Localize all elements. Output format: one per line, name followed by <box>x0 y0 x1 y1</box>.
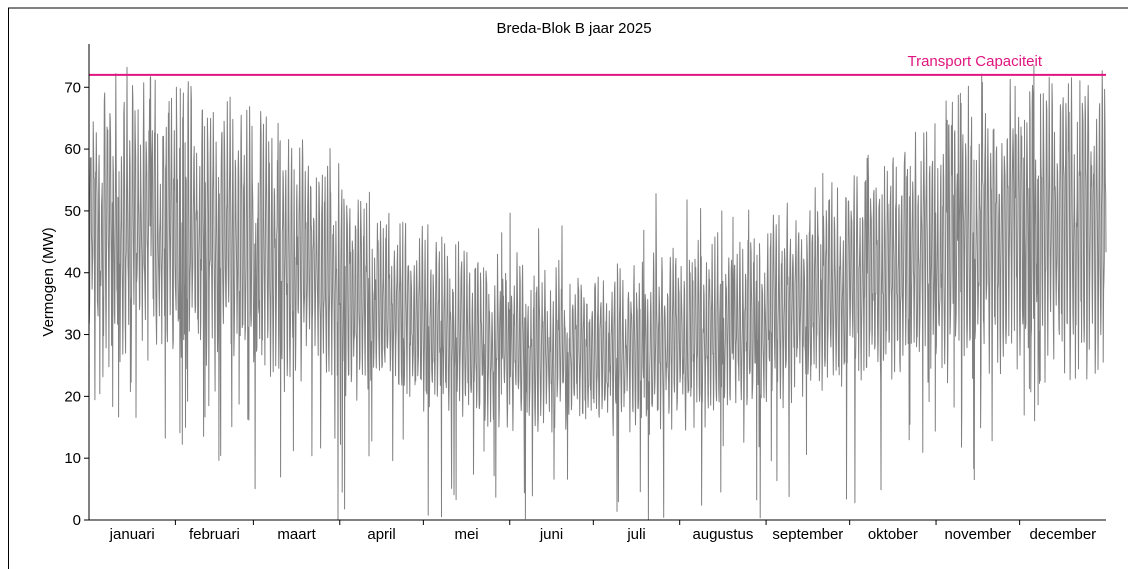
y-ticks: 0 10 20 30 40 50 60 70 <box>64 79 89 529</box>
y-tick-label: 50 <box>64 203 81 220</box>
series-layer <box>88 65 1107 521</box>
x-tick-label: november <box>944 526 1011 543</box>
x-tick-label: september <box>772 526 843 543</box>
x-tick-label: mei <box>454 526 478 543</box>
x-tick-label: oktober <box>868 526 918 543</box>
x-tick-label: februari <box>189 526 240 543</box>
annotation-layer: Transport Capaciteit <box>89 53 1106 76</box>
y-tick-label: 20 <box>64 388 81 405</box>
y-tick-label: 0 <box>73 512 81 529</box>
chart-title: Breda-Blok B jaar 2025 <box>496 20 651 37</box>
plot-area: Transport Capaciteit 0 10 20 30 40 50 60 70 jan… <box>64 44 1107 543</box>
y-tick-label: 40 <box>64 265 81 282</box>
y-tick-label: 10 <box>64 450 81 467</box>
x-ticks: januari februari maart april mei juni juli augu… <box>109 520 1096 543</box>
x-tick-label: maart <box>277 526 316 543</box>
axes-layer: 0 10 20 30 40 50 60 70 januari februari maart apri… <box>64 44 1106 543</box>
capacity-label: Transport Capaciteit <box>907 53 1042 70</box>
y-tick-label: 70 <box>64 79 81 96</box>
y-axis-label: Vermogen (MW) <box>40 227 57 336</box>
x-tick-label: augustus <box>692 526 753 543</box>
y-tick-label: 60 <box>64 141 81 158</box>
x-tick-label: juni <box>539 526 563 543</box>
x-tick-label: april <box>367 526 395 543</box>
y-tick-label: 30 <box>64 327 81 344</box>
x-tick-label: juli <box>626 526 645 543</box>
series-line-vermogen <box>88 65 1107 521</box>
x-tick-label: januari <box>109 526 155 543</box>
x-tick-label: december <box>1029 526 1096 543</box>
